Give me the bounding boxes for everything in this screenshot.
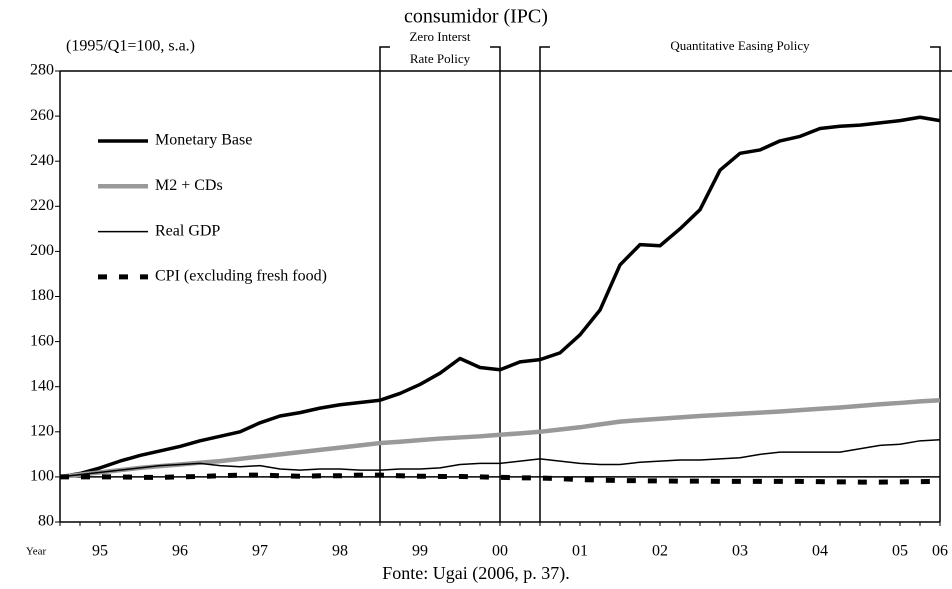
policy-line [930,46,941,522]
x-tick-label: 05 [892,543,908,560]
y-tick-label: 140 [30,377,54,394]
x-tick-label: 01 [572,543,588,560]
x-tick-label: 00 [492,543,508,560]
legend-label: Real GDP [155,222,220,239]
y-tick-label: 260 [30,107,54,124]
series-line [59,397,941,480]
policy-line [539,46,550,522]
y-tick-label: 120 [30,422,54,439]
x-tick-label: 04 [812,543,828,560]
x-tick-label: 02 [652,543,668,560]
y-tick-label: 280 [30,62,54,79]
y-tick-label: 100 [30,468,54,485]
policy-line [379,46,390,522]
y-tick-label: 220 [30,197,54,214]
source: Fonte: Ugai (2006, p. 37). [382,563,569,584]
x-tick-label: 97 [252,543,268,560]
y-tick-label: 200 [30,242,54,259]
x-tick-label: 06 [932,543,948,560]
series-line [59,115,941,479]
legend-label: Monetary Base [155,132,252,149]
qe-label: Quantitative Easing Policy [670,38,810,53]
chart-title: consumidor (IPC) [404,6,548,28]
zero-rate-label: Rate Policy [410,51,471,66]
legend-label: CPI (excluding fresh food) [155,268,327,285]
x-axis-label: Year [26,546,47,558]
series-line [59,438,941,478]
y-tick-label: 180 [30,287,54,304]
x-tick-label: 95 [92,543,108,560]
y-tick-label: 240 [30,152,54,169]
base-note: (1995/Q1=100, s.a.) [66,38,195,55]
y-tick-label: 160 [30,332,54,349]
x-tick-label: 99 [412,543,428,560]
x-tick-label: 98 [332,543,348,560]
policy-line [490,46,501,522]
legend-label: M2 + CDs [155,177,223,194]
x-tick-label: 96 [172,543,188,560]
zero-rate-label: Zero Interst [409,29,470,44]
x-tick-label: 03 [732,543,748,560]
y-tick-label: 80 [38,513,54,530]
